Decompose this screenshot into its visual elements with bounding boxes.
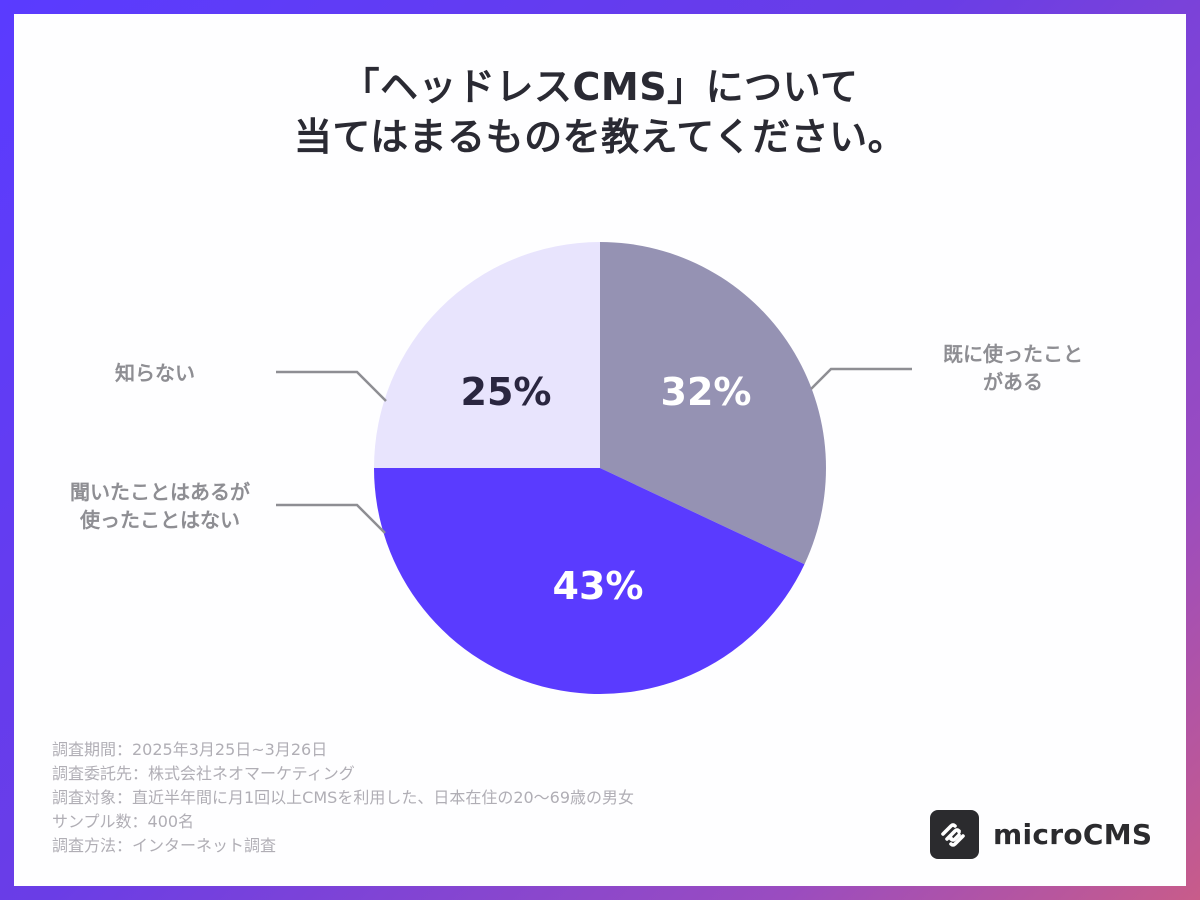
- label-heard-line-1: 聞いたことはあるが: [70, 480, 250, 504]
- note-method: 調査方法：インターネット調査: [52, 836, 277, 855]
- chart-title: 「ヘッドレスCMS」について 当てはまるものを教えてください。: [0, 62, 1200, 162]
- leader-line-used: [810, 367, 912, 390]
- label-unknown: 知らない: [100, 359, 210, 387]
- title-line-1: 「ヘッドレスCMS」について: [341, 65, 859, 109]
- label-unknown-line-1: 知らない: [115, 361, 195, 385]
- slice-heard: [374, 468, 805, 694]
- pct-heard: 43%: [552, 564, 644, 608]
- brand-logo: microCMS: [930, 810, 1152, 859]
- pct-unknown: 25%: [460, 370, 552, 414]
- survey-notes: 調査期間：2025年3月25日~3月26日 調査委託先：株式会社ネオマーケティン…: [52, 738, 634, 858]
- label-heard: 聞いたことはあるが 使ったことはない: [48, 478, 272, 534]
- label-used-line-2: がある: [983, 370, 1043, 394]
- note-target: 調査対象：直近半年間に月1回以上CMSを利用した、日本在住の20〜69歳の男女: [52, 788, 635, 807]
- leader-line-unknown: [276, 370, 387, 402]
- pct-used: 32%: [660, 370, 752, 414]
- title-line-2: 当てはまるものを教えてください。: [293, 115, 907, 159]
- note-sample: サンプル数：400名: [52, 812, 195, 831]
- leader-line-heard: [276, 503, 386, 534]
- note-period: 調査期間：2025年3月25日~3月26日: [52, 740, 328, 759]
- brand-name: microCMS: [993, 818, 1153, 851]
- slice-unknown: [374, 242, 600, 468]
- microcms-logo-icon: [930, 810, 979, 859]
- slice-used: [600, 242, 826, 565]
- label-heard-line-2: 使ったことはない: [80, 508, 240, 532]
- label-used-line-1: 既に使ったこと: [943, 342, 1083, 366]
- label-used: 既に使ったこと がある: [918, 340, 1108, 396]
- note-contractor: 調査委託先：株式会社ネオマーケティング: [52, 764, 355, 783]
